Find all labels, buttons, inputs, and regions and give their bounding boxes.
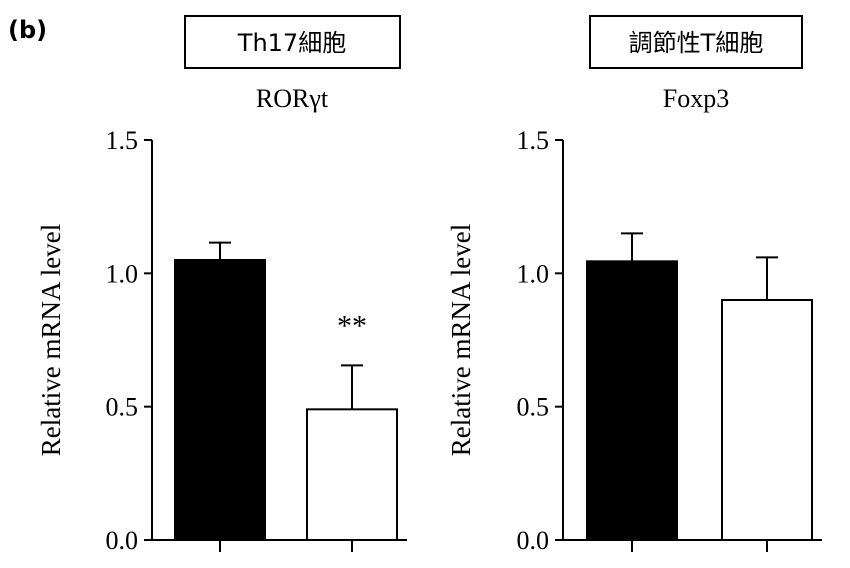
bar [306,408,398,542]
chart-foxp3: 調節性T細胞 Foxp3 Relative mRNA level 0.0 0.5 1… [446,15,822,555]
y-tick-label: 1.0 [517,259,550,288]
bar [174,259,266,541]
y-tick-label: 1.0 [106,259,139,288]
y-tick-label: 1.5 [106,126,139,155]
boxed-title-frame [589,15,803,69]
bar [721,299,813,541]
y-tick-label: 0.5 [106,393,139,422]
y-axis-label: Relative mRNA level [446,224,476,456]
chart-rorgt: Th17細胞 RORγt Relative mRNA level 0.0 0.5 1… [36,15,407,555]
y-tick-label: 0.0 [517,526,550,555]
y-tick-label: 0.5 [517,393,550,422]
y-tick-label: 1.5 [517,126,550,155]
boxed-title: 調節性T細胞 [629,29,764,57]
y-tick-label: 0.0 [106,526,139,555]
boxed-title-frame [184,15,401,69]
significance-annotation: ** [337,309,367,342]
chart-title: RORγt [256,84,329,113]
panel-label: (b) [8,16,47,44]
chart-title: Foxp3 [663,84,729,113]
boxed-title: Th17細胞 [237,29,346,57]
bar [586,260,678,541]
y-axis-label: Relative mRNA level [36,224,66,456]
